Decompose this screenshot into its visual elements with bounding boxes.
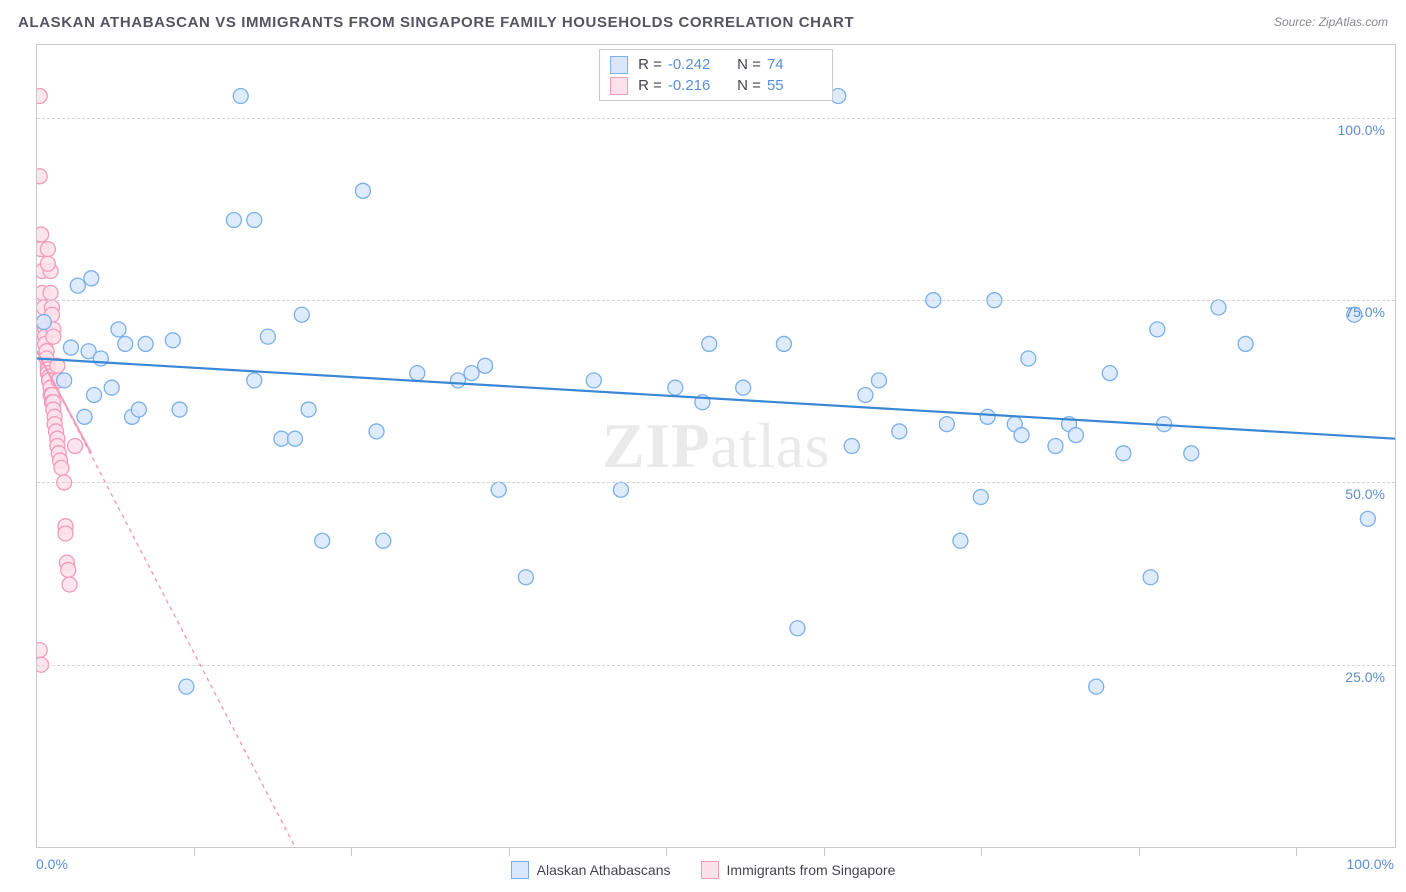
stats-legend: R = -0.242 N = 74 R = -0.216 N = 55 bbox=[599, 49, 833, 101]
legend-swatch bbox=[610, 56, 628, 74]
stat-r-label: R = bbox=[638, 75, 662, 96]
header: ALASKAN ATHABASCAN VS IMMIGRANTS FROM SI… bbox=[0, 0, 1406, 40]
legend-label: Immigrants from Singapore bbox=[727, 862, 896, 878]
x-tick-label: 100.0% bbox=[1347, 856, 1394, 872]
stats-row-pink: R = -0.216 N = 55 bbox=[610, 75, 822, 96]
y-tick-label: 100.0% bbox=[1338, 122, 1385, 138]
source-attribution: Source: ZipAtlas.com bbox=[1274, 15, 1388, 29]
legend-swatch bbox=[511, 861, 529, 879]
footer-legend: Alaskan Athabascans Immigrants from Singa… bbox=[0, 848, 1406, 892]
x-tick-mark bbox=[1296, 848, 1297, 856]
x-tick-mark bbox=[824, 848, 825, 856]
chart-title: ALASKAN ATHABASCAN VS IMMIGRANTS FROM SI… bbox=[18, 14, 854, 31]
series-blue bbox=[37, 89, 1375, 695]
legend-swatch bbox=[610, 77, 628, 95]
gridline-h bbox=[37, 665, 1395, 666]
source-label: Source: bbox=[1274, 15, 1315, 29]
stat-r-value: -0.216 bbox=[668, 75, 723, 96]
stats-row-blue: R = -0.242 N = 74 bbox=[610, 54, 822, 75]
stat-r-value: -0.242 bbox=[668, 54, 723, 75]
legend-swatch bbox=[701, 861, 719, 879]
scatter-plot bbox=[37, 45, 1395, 847]
y-tick-label: 75.0% bbox=[1345, 304, 1385, 320]
x-tick-mark bbox=[666, 848, 667, 856]
legend-label: Alaskan Athabascans bbox=[537, 862, 671, 878]
x-tick-label: 0.0% bbox=[36, 856, 68, 872]
y-tick-label: 25.0% bbox=[1345, 669, 1385, 685]
x-tick-mark bbox=[981, 848, 982, 856]
gridline-h bbox=[37, 300, 1395, 301]
x-tick-mark bbox=[351, 848, 352, 856]
x-tick-mark bbox=[1139, 848, 1140, 856]
stat-n-label: N = bbox=[729, 54, 761, 75]
stat-n-value: 55 bbox=[767, 75, 822, 96]
gridline-h bbox=[37, 482, 1395, 483]
legend-item-blue: Alaskan Athabascans bbox=[511, 861, 671, 879]
gridline-h bbox=[37, 118, 1395, 119]
legend-item-pink: Immigrants from Singapore bbox=[701, 861, 896, 879]
stat-n-value: 74 bbox=[767, 54, 822, 75]
source-value: ZipAtlas.com bbox=[1319, 15, 1388, 29]
x-tick-mark bbox=[509, 848, 510, 856]
stat-n-label: N = bbox=[729, 75, 761, 96]
x-tick-mark bbox=[194, 848, 195, 856]
stat-r-label: R = bbox=[638, 54, 662, 75]
plot-area: ZIPatlas R =-0.242 N =74R =-0.216 N =55 … bbox=[36, 44, 1396, 848]
y-tick-label: 50.0% bbox=[1345, 486, 1385, 502]
